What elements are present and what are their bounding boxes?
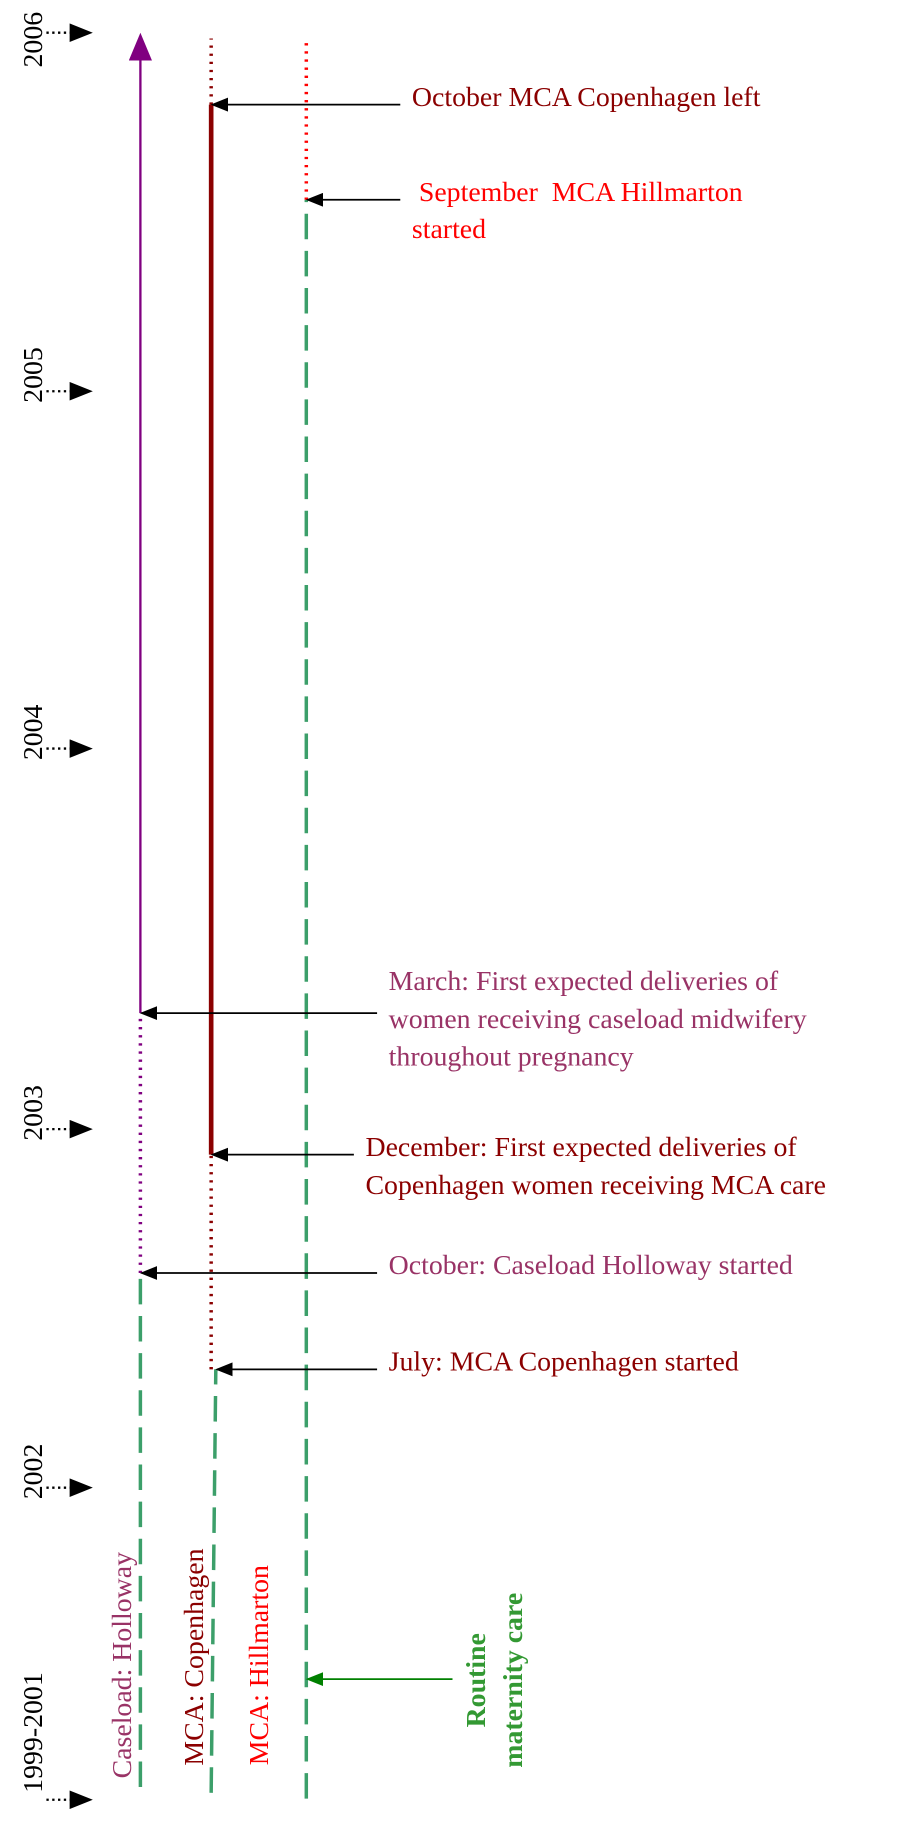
year-label: 2004 — [18, 704, 49, 760]
event-text: December: First expected deliveries of — [365, 1132, 797, 1163]
lane-segment — [209, 1369, 218, 1793]
year-arrows — [46, 23, 93, 1810]
event-text: throughout pregnancy — [389, 1041, 634, 1072]
year-label: 2003 — [18, 1085, 49, 1141]
event-text: October: Caseload Holloway started — [389, 1250, 793, 1281]
event-text: July: MCA Copenhagen started — [389, 1346, 739, 1377]
lane-label: MCA: Copenhagen — [179, 1548, 210, 1765]
event-text: March: First expected deliveries of — [389, 966, 779, 997]
event-text: Copenhagen women receiving MCA care — [365, 1170, 826, 1201]
lane-copenhagen — [208, 38, 218, 1793]
event-text: September MCA Hillmarton — [412, 177, 743, 208]
event-arrows — [139, 97, 453, 1687]
event-text: women receiving caseload midwifery — [389, 1004, 807, 1035]
lane-label: Caseload: Holloway — [107, 1552, 138, 1779]
year-label: 1999-2001 — [18, 1672, 49, 1793]
event-text: October MCA Copenhagen left — [412, 82, 761, 113]
routine-text: Routine — [461, 1633, 492, 1727]
year-label: 2006 — [18, 12, 49, 68]
routine-text: maternity care — [498, 1593, 529, 1768]
year-label: 2002 — [18, 1444, 49, 1500]
event-text: started — [412, 214, 486, 245]
year-label: 2005 — [18, 347, 49, 403]
lane-label: MCA: Hillmarton — [244, 1565, 275, 1765]
